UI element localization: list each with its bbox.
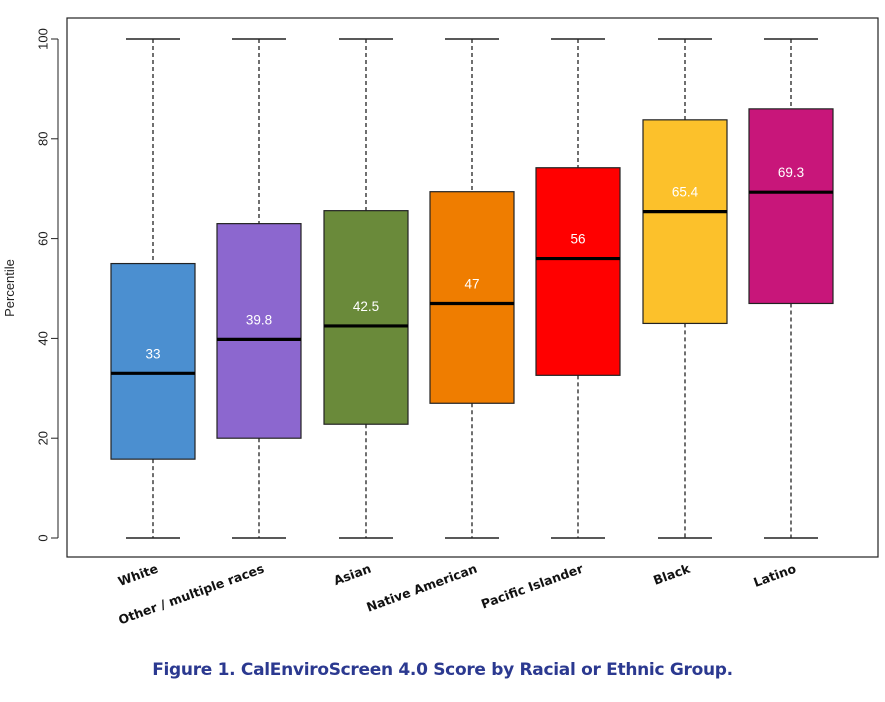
- y-tick-label: 80: [35, 132, 50, 146]
- box-group: 56: [535, 38, 621, 539]
- x-category-label: Latino: [751, 561, 798, 590]
- iqr-box: [642, 119, 728, 325]
- y-axis-label: Percentile: [2, 259, 17, 317]
- median-value-label: 65.4: [672, 185, 699, 200]
- median-value-label: 69.3: [778, 165, 804, 180]
- box-group: 69.3: [748, 38, 834, 539]
- y-tick-label: 20: [35, 431, 50, 445]
- iqr-box: [110, 262, 196, 460]
- y-tick-label: 0: [35, 534, 50, 541]
- iqr-box: [748, 108, 834, 305]
- box-series: 33 39.8 42.5 47 56 65.4 69.3: [110, 38, 834, 539]
- median-value-label: 39.8: [246, 312, 272, 327]
- figure-caption: Figure 1. CalEnviroScreen 4.0 Score by R…: [152, 660, 733, 680]
- x-category-label: Native American: [364, 561, 479, 615]
- y-tick-label: 100: [35, 28, 50, 50]
- y-tick-label: 40: [35, 331, 50, 345]
- plot-frame: [66, 17, 879, 558]
- median-value-label: 47: [464, 276, 479, 291]
- median-value-label: 42.5: [353, 299, 379, 314]
- box-group: 65.4: [642, 38, 728, 539]
- iqr-box: [216, 223, 302, 439]
- x-category-label: Pacific Islander: [479, 560, 586, 611]
- median-value-label: 56: [570, 232, 585, 247]
- y-axis-ticks: 0 20 40 60 80 100: [35, 28, 58, 542]
- iqr-box: [323, 210, 409, 425]
- box-group: 39.8: [216, 38, 302, 539]
- iqr-box: [535, 167, 621, 376]
- y-tick-label: 60: [35, 231, 50, 245]
- x-category-label: Asian: [331, 561, 373, 588]
- box-group: 47: [429, 38, 515, 539]
- iqr-box: [429, 191, 515, 404]
- x-category-label: Black: [651, 560, 692, 587]
- boxplot-chart: 0 20 40 60 80 100 Percentile 33 39.8 42.5 47 56 65…: [2, 17, 879, 627]
- box-group: 42.5: [323, 38, 409, 539]
- median-value-label: 33: [145, 346, 160, 361]
- box-group: 33: [110, 38, 196, 539]
- x-category-label: White: [116, 561, 160, 589]
